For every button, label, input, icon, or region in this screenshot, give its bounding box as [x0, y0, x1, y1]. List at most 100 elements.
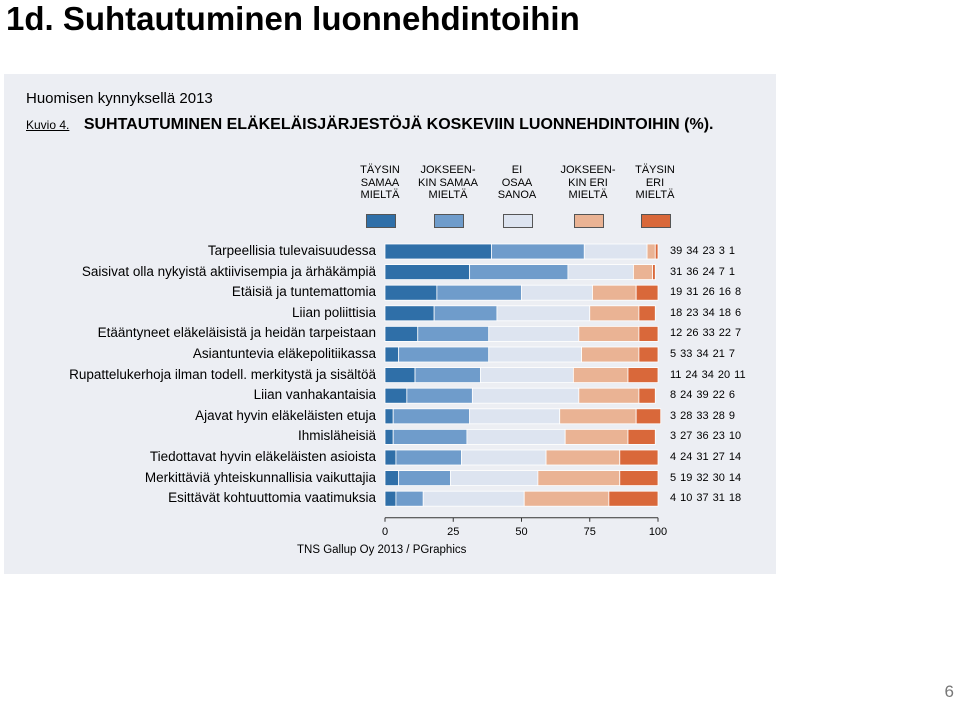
bar-segment	[581, 346, 640, 363]
bar-segment	[545, 449, 621, 466]
value-row: 4 24 31 27 14	[670, 451, 745, 463]
data-label: 9	[728, 409, 735, 422]
data-label: 34	[701, 368, 714, 381]
data-label: 27	[712, 451, 725, 463]
category-label: Merkittäviä yhteiskunnallisia vaikuttaji…	[144, 469, 376, 485]
data-label: 28	[680, 409, 693, 422]
value-row: 8 24 39 22 6	[670, 389, 739, 401]
data-label: 24	[702, 265, 715, 278]
category-label: Etäisiä ja tuntemattomia	[231, 284, 376, 300]
data-label: 6	[728, 389, 735, 402]
figure-heading: Kuvio 4. SUHTAUTUMINEN ELÄKELÄISJÄRJESTÖ…	[26, 116, 713, 134]
bar-segment	[384, 284, 438, 301]
bar-segment	[635, 408, 662, 425]
bar-segment	[589, 305, 640, 322]
data-label: 22	[712, 389, 725, 402]
value-row: 5 19 32 30 14	[670, 472, 745, 484]
bar-segment	[480, 367, 574, 384]
legend-swatch-5	[641, 214, 671, 228]
bar-segment	[392, 408, 471, 425]
category-label: Etääntyneet eläkeläisistä ja heidän tarp…	[97, 325, 376, 341]
value-row: 4 10 37 31 18	[670, 492, 745, 504]
data-label: 22	[718, 327, 731, 340]
bar-segment	[496, 305, 591, 322]
bar-segment	[384, 428, 394, 445]
value-row: 5 33 34 21 7	[670, 348, 739, 360]
bar-segment	[469, 264, 569, 281]
data-label: 11	[670, 368, 682, 381]
legend-line: JOKSEEN-	[560, 164, 616, 176]
legend-line: OSAA	[501, 176, 533, 189]
data-label: 8	[735, 286, 742, 299]
bar-segment	[384, 367, 416, 384]
bar-segment	[633, 264, 653, 281]
data-label: 18	[728, 492, 742, 505]
legend-swatch-2	[434, 214, 464, 228]
bar-segment	[384, 243, 492, 260]
data-label: 7	[718, 265, 725, 278]
category-label: Rupattelukerhoja ilman todell. merkityst…	[69, 366, 376, 382]
bar-segment	[619, 470, 659, 487]
data-label: 24	[680, 451, 693, 463]
data-label: 10	[680, 492, 693, 505]
bar-segment	[384, 305, 435, 322]
data-label: 32	[696, 471, 709, 484]
bar-segment	[521, 284, 593, 301]
value-row: 31 36 24 7 1	[670, 266, 739, 278]
legend-line: ERI	[645, 176, 665, 189]
data-label: 24	[680, 389, 693, 402]
data-label: 34	[686, 245, 699, 257]
bar-segment	[384, 449, 397, 466]
legend-swatch-4	[574, 214, 604, 228]
data-label: 3	[718, 245, 725, 257]
bar-segment	[646, 243, 656, 260]
legend-line: SAMAA	[360, 176, 400, 189]
bar-segment	[395, 449, 462, 466]
legend-line: SANOA	[497, 189, 537, 201]
bar-segment	[384, 346, 400, 363]
legend-line: KIN ERI	[568, 176, 608, 189]
legend-label-4: JOKSEEN- KIN ERI MIELTÄ	[548, 164, 628, 202]
category-label: Liian vanhakantaisia	[253, 387, 376, 403]
data-label: 20	[717, 368, 731, 381]
data-label: 37	[696, 492, 709, 505]
figure-panel	[4, 74, 776, 574]
legend-line: TÄYSIN	[635, 164, 675, 176]
data-label: 14	[728, 471, 742, 484]
bar-segment	[436, 284, 522, 301]
legend-swatch-3	[503, 214, 533, 228]
category-label: Asiantuntevia eläkepolitiikassa	[192, 346, 376, 361]
data-label: 33	[680, 348, 693, 360]
bar-segment	[578, 325, 640, 342]
bar-segment	[422, 490, 525, 507]
data-label: 39	[670, 245, 683, 257]
data-label: 12	[670, 327, 683, 340]
bar-segment	[398, 346, 490, 363]
slide-title: 1d. Suhtautuminen luonnehdintoihin	[6, 0, 580, 37]
data-label: 27	[680, 430, 693, 443]
bar-segment	[654, 243, 659, 260]
legend-line: MIELTÄ	[635, 189, 675, 201]
bar-segment	[417, 325, 490, 342]
x-tick-label: 25	[447, 526, 459, 538]
bar-segment	[406, 387, 473, 404]
bar-segment	[608, 490, 659, 507]
data-label: 18	[718, 306, 731, 319]
data-label: 18	[670, 306, 683, 319]
page-number: 6	[944, 682, 954, 701]
legend-label-1: TÄYSIN SAMAA MIELTÄ	[340, 164, 420, 202]
x-tick-label: 0	[382, 526, 388, 538]
bar-segment	[450, 470, 539, 487]
bar-segment	[619, 449, 659, 466]
bar-segment	[627, 367, 659, 384]
bar-segment	[638, 305, 656, 322]
bar-segment	[384, 490, 397, 507]
data-label: 34	[696, 348, 709, 360]
category-label: Ajavat hyvin eläkeläisten etuja	[195, 407, 376, 423]
bar-segment	[414, 367, 481, 384]
data-label: 36	[686, 265, 699, 278]
legend-line: MIELTÄ	[360, 189, 400, 201]
x-tick-label: 75	[584, 526, 596, 538]
x-tick-label: 50	[515, 526, 527, 538]
